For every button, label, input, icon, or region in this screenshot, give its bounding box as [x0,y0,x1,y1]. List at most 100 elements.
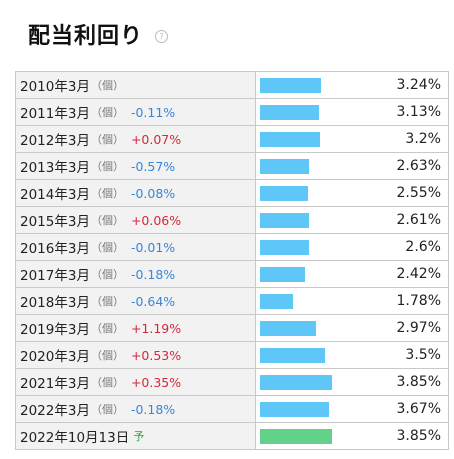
yield-bar [260,185,308,201]
unit-label: （個） [90,106,124,119]
bar-cell [256,261,342,287]
help-icon[interactable]: ? [155,29,169,43]
yield-bar [260,401,329,417]
yield-bar [260,347,325,363]
unit-label: （個） [90,295,124,308]
table-row: 2013年3月 （個） -0.57% 2.63% [16,153,448,180]
yield-value: 3.13% [342,99,448,125]
period-label: 2018年3月 [20,295,90,311]
bar-cell [256,288,342,314]
period-cell: 2021年3月 （個） +0.35% [16,369,256,395]
yield-value: 2.63% [342,153,448,179]
dividend-yield-table: 2010年3月 （個） 3.24% 2011年3月 （個） -0.11% 3.13% 2012… [15,71,449,450]
period-cell: 2013年3月 （個） -0.57% [16,153,256,179]
yoy-change: -0.64% [130,293,176,309]
bar-cell [256,99,342,125]
period-cell: 2018年3月 （個） -0.64% [16,288,256,314]
yoy-change: -0.57% [130,158,176,174]
table-row: 2010年3月 （個） 3.24% [16,72,448,99]
yield-bar [260,293,293,309]
yield-value: 3.67% [342,396,448,422]
period-label: 2011年3月 [20,106,90,122]
unit-label: （個） [90,268,124,281]
yoy-change: -0.11% [130,104,176,120]
unit-label: （個） [90,322,124,335]
section-header: 配当利回り ? [28,14,169,54]
yoy-change: +0.53% [130,347,182,363]
table-row: 2011年3月 （個） -0.11% 3.13% [16,99,448,126]
yield-value: 2.42% [342,261,448,287]
forecast-bar [260,428,332,444]
unit-label: （個） [90,403,124,416]
yield-value: 2.97% [342,315,448,341]
bar-cell [256,180,342,206]
unit-label: （個） [90,187,124,200]
table-row: 2015年3月 （個） +0.06% 2.61% [16,207,448,234]
bar-cell [256,315,342,341]
yield-bar [260,320,316,336]
yield-bar [260,77,321,93]
yield-value: 3.2% [342,126,448,152]
period-label: 2013年3月 [20,160,90,176]
yield-bar [260,239,309,255]
yield-bar [260,104,319,120]
table-row: 2012年3月 （個） +0.07% 3.2% [16,126,448,153]
unit-label: （個） [90,241,124,254]
period-label: 2022年10月13日 [20,430,130,446]
period-cell: 2016年3月 （個） -0.01% [16,234,256,260]
unit-label: （個） [90,160,124,173]
table-row: 2018年3月 （個） -0.64% 1.78% [16,288,448,315]
table-row: 2014年3月 （個） -0.08% 2.55% [16,180,448,207]
yoy-change: +0.06% [130,212,182,228]
period-label: 2021年3月 [20,376,90,392]
yoy-change: -0.08% [130,185,176,201]
period-label: 2019年3月 [20,322,90,338]
period-label: 2022年3月 [20,403,90,419]
period-cell: 2010年3月 （個） [16,72,256,98]
yield-value: 1.78% [342,288,448,314]
yoy-change: -0.01% [130,239,176,255]
yield-value: 3.24% [342,72,448,98]
period-label: 2017年3月 [20,268,90,284]
yield-bar [260,158,309,174]
bar-cell [256,153,342,179]
bar-cell [256,342,342,368]
page-title: 配当利回り [28,24,144,49]
bar-cell [256,396,342,422]
unit-label: （個） [90,133,124,146]
bar-cell [256,207,342,233]
period-cell: 2011年3月 （個） -0.11% [16,99,256,125]
bar-cell [256,423,342,449]
yield-bar [260,266,305,282]
period-cell: 2019年3月 （個） +1.19% [16,315,256,341]
period-cell: 2017年3月 （個） -0.18% [16,261,256,287]
bar-cell [256,126,342,152]
table-row: 2022年3月 （個） -0.18% 3.67% [16,396,448,423]
yield-value: 2.6% [342,234,448,260]
bar-cell [256,72,342,98]
period-label: 2020年3月 [20,349,90,365]
period-label: 2014年3月 [20,187,90,203]
period-label: 2012年3月 [20,133,90,149]
yield-bar [260,212,309,228]
unit-label: （個） [90,349,124,362]
period-cell: 2015年3月 （個） +0.06% [16,207,256,233]
unit-label: （個） [90,79,124,92]
period-cell: 2012年3月 （個） +0.07% [16,126,256,152]
period-label: 2015年3月 [20,214,90,230]
table-row: 2019年3月 （個） +1.19% 2.97% [16,315,448,342]
yield-value: 2.55% [342,180,448,206]
table-row: 2017年3月 （個） -0.18% 2.42% [16,261,448,288]
period-cell: 2014年3月 （個） -0.08% [16,180,256,206]
table-row: 2021年3月 （個） +0.35% 3.85% [16,369,448,396]
yield-value: 3.5% [342,342,448,368]
table-row: 2016年3月 （個） -0.01% 2.6% [16,234,448,261]
yield-value: 2.61% [342,207,448,233]
yield-bar [260,131,320,147]
bar-cell [256,234,342,260]
period-cell: 2020年3月 （個） +0.53% [16,342,256,368]
period-label: 2010年3月 [20,79,90,95]
period-cell: 2022年10月13日予 [16,423,256,449]
yoy-change: -0.18% [130,401,176,417]
unit-label: （個） [90,376,124,389]
